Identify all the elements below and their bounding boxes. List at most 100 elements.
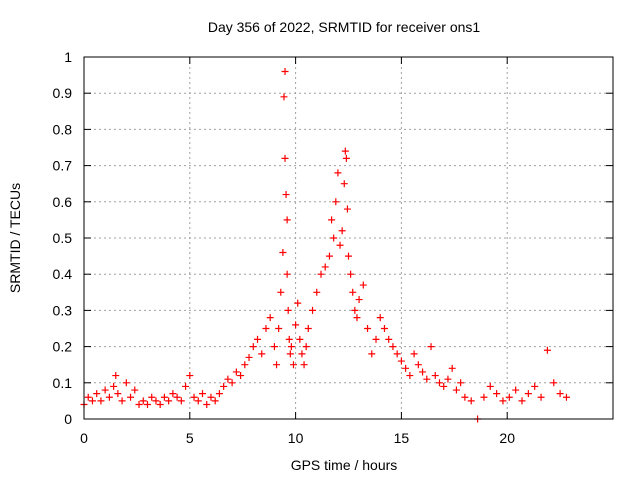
x-tick-label: 0 [80,430,88,446]
data-point [444,375,452,383]
y-tick-label: 0.7 [53,158,73,174]
data-point [321,263,329,271]
data-point [380,325,388,332]
data-point [302,343,310,351]
data-point [281,154,289,162]
data-point [457,379,465,387]
data-point [122,379,130,387]
data-point [393,350,401,358]
y-tick-label: 0.9 [53,85,73,101]
data-point [160,393,168,401]
y-tick-label: 0 [64,411,72,427]
data-point [131,386,139,394]
data-point [397,357,405,365]
x-axis-label: GPS time / hours [291,457,398,473]
data-point [143,401,151,409]
data-point [340,180,348,188]
data-point [556,390,564,398]
data-point [461,393,469,401]
data-point [364,325,372,332]
data-point [294,299,302,307]
data-point [270,343,278,351]
data-point [486,382,494,390]
data-point [97,397,105,405]
data-point [512,386,520,394]
data-point [334,169,342,177]
data-point [317,270,325,278]
x-tick-label: 15 [394,430,410,446]
x-tick-label: 5 [186,430,194,446]
data-point [186,372,194,380]
data-point [156,401,164,409]
data-point [279,248,287,256]
data-point [220,382,228,390]
data-point [313,288,321,296]
data-point [298,350,306,358]
data-point [353,314,361,322]
data-point [493,390,501,398]
data-point [505,393,513,401]
data-point [389,343,397,351]
data-point [101,386,109,394]
data-point [359,281,367,289]
data-point [341,147,349,155]
data-point [275,325,283,332]
data-point [467,397,475,405]
data-point [135,401,143,409]
data-point [182,382,190,390]
y-tick-label: 0.2 [53,339,73,355]
y-axis-label: SRMTID / TECUs [7,183,23,293]
x-tick-label: 10 [288,430,304,446]
data-point [440,382,448,390]
data-point [336,241,344,249]
data-point [165,397,173,405]
data-point [328,216,336,224]
data-point [431,372,439,380]
data-point [543,346,551,354]
data-point [289,361,297,369]
data-point [287,343,295,351]
data-point [355,296,363,304]
data-point [351,306,359,314]
data-point [112,372,120,380]
data-point [258,350,266,358]
data-point [105,393,113,401]
data-point [215,390,223,398]
data-point [385,335,393,343]
data-point [347,270,355,278]
data-point [282,191,290,199]
data-point [283,216,291,224]
data-point [93,390,101,398]
data-point [139,397,147,405]
data-point [338,227,346,235]
data-point [448,364,456,372]
data-point [406,372,414,380]
y-tick-label: 0.3 [53,302,73,318]
data-point [245,353,253,361]
data-point [262,325,270,332]
data-point [349,288,357,296]
data-point [342,154,350,162]
data-point [283,270,291,278]
data-point [296,335,304,343]
data-point [499,397,507,405]
data-point [169,390,177,398]
y-tick-label: 0.6 [53,194,73,210]
plot-area [84,57,613,419]
data-point [423,375,431,383]
data-point [332,198,340,206]
data-point [285,335,293,343]
data-point [110,382,118,390]
data-point [281,67,289,75]
y-tick-label: 0.4 [53,266,73,282]
data-point [88,397,96,405]
data-point [480,393,488,401]
data-point [304,325,312,332]
data-point [118,397,126,405]
data-point [114,390,122,398]
data-point [435,379,443,387]
data-point [198,390,206,398]
data-points [80,67,570,423]
y-tick-label: 0.8 [53,121,73,137]
